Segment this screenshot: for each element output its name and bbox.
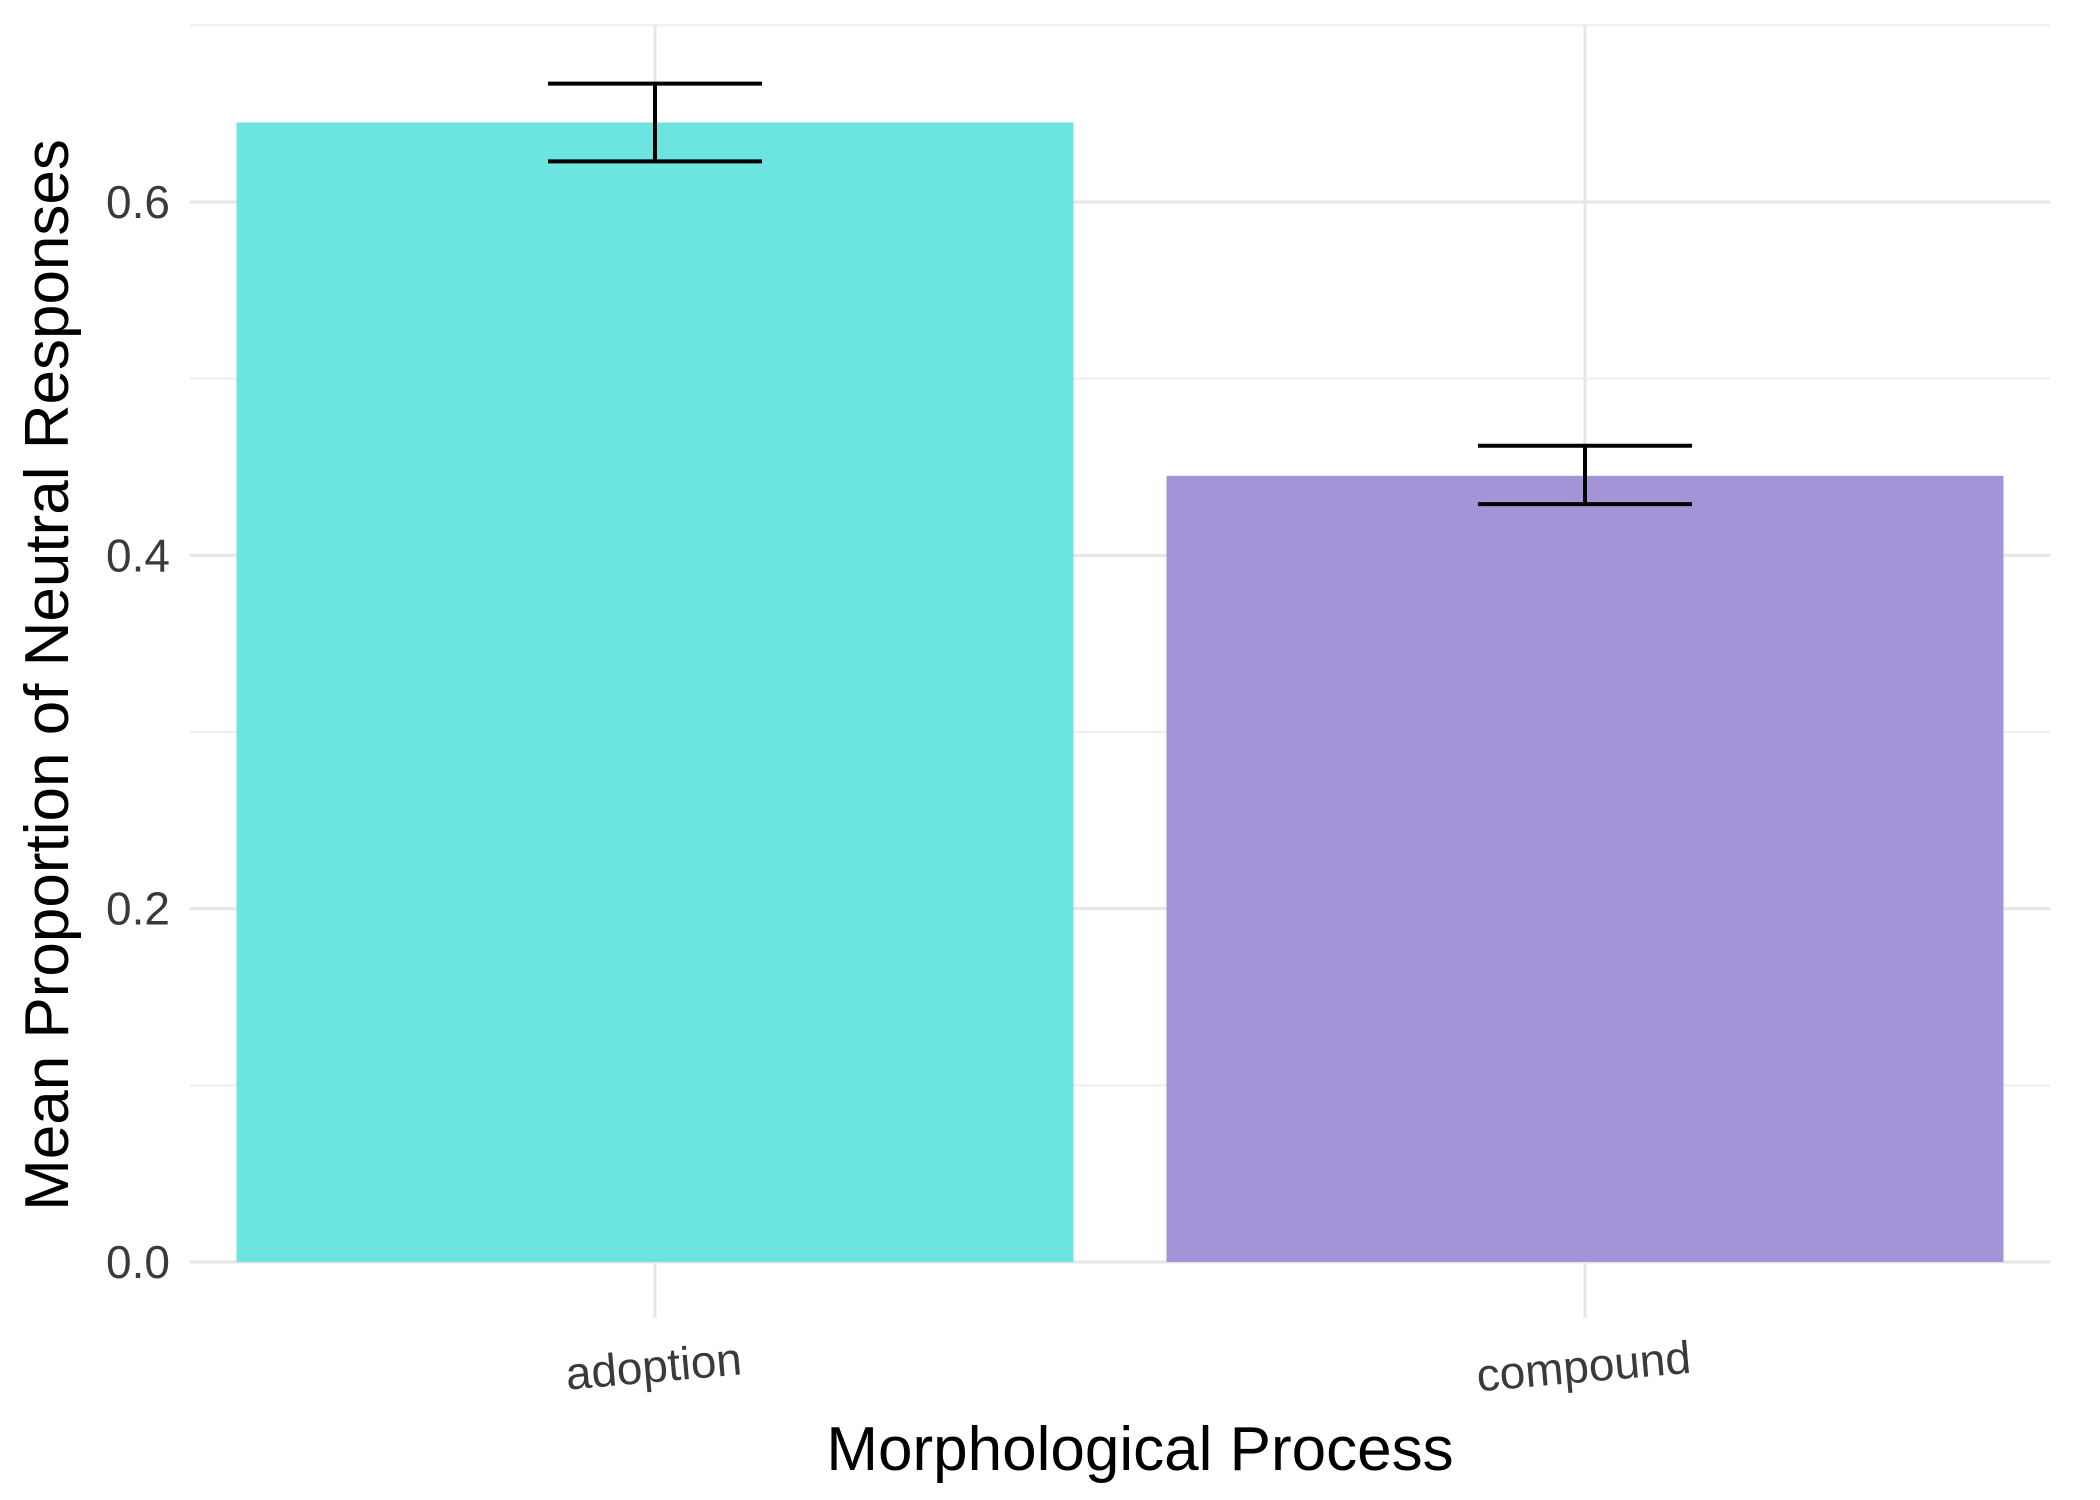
x-tick-label-adoption: adoption bbox=[563, 1332, 743, 1399]
x-tick-label-compound: compound bbox=[1474, 1331, 1693, 1402]
y-axis-title: Mean Proportion of Neutral Responses bbox=[13, 139, 82, 1211]
bar-compound bbox=[1166, 475, 2004, 1263]
error-bar-adoption bbox=[548, 81, 762, 164]
bars-layer bbox=[236, 122, 2004, 1263]
error-bar-compound bbox=[1478, 443, 1692, 507]
error-bars-layer bbox=[548, 81, 1692, 507]
y-tick-label: 0.4 bbox=[106, 529, 170, 581]
y-tick-labels: 0.0 0.2 0.4 0.6 bbox=[106, 176, 170, 1288]
y-tick-label: 0.0 bbox=[106, 1236, 170, 1288]
y-tick-label: 0.2 bbox=[106, 883, 170, 935]
x-axis-title: Morphological Process bbox=[826, 1415, 1453, 1484]
bar-adoption bbox=[236, 122, 1074, 1262]
x-tick-labels: adoption compound bbox=[563, 1331, 1692, 1402]
y-tick-label: 0.6 bbox=[106, 176, 170, 228]
